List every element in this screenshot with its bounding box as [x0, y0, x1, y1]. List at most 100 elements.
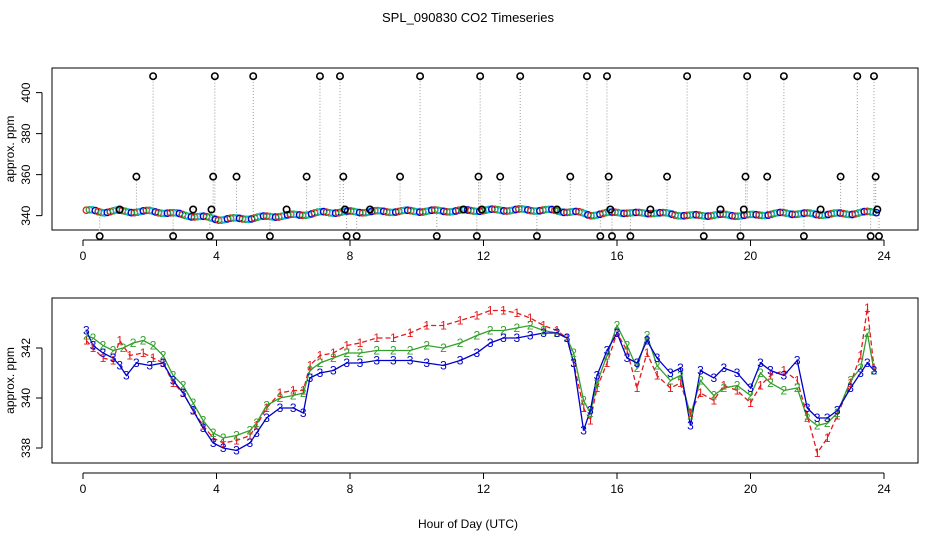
series-marker-1: 1: [847, 376, 854, 390]
y-tick-label: 340: [19, 388, 33, 408]
series-marker-2: 2: [487, 324, 494, 338]
series-marker-1: 1: [857, 349, 864, 363]
outlier-point: [169, 232, 178, 241]
outlier-point: [302, 172, 311, 181]
series-marker-1: 1: [110, 354, 117, 368]
series-marker-2: 2: [554, 326, 561, 340]
series-marker-3: 3: [614, 326, 621, 340]
series-marker-3: 3: [697, 364, 704, 378]
series-marker-2: 2: [697, 374, 704, 388]
series-marker-1: 1: [300, 384, 307, 398]
series-marker-2: 2: [767, 376, 774, 390]
series-marker-1: 1: [126, 349, 133, 363]
series-marker-1: 1: [570, 356, 577, 370]
series-marker-1: 1: [373, 331, 380, 345]
series-marker-2: 2: [253, 416, 260, 430]
outlier-point: [739, 205, 748, 214]
outlier-point: [335, 72, 344, 81]
y-tick-label: 338: [19, 438, 33, 458]
series-marker-3: 3: [677, 361, 684, 375]
series-marker-3: 3: [277, 401, 284, 415]
series-marker-1: 1: [210, 431, 217, 445]
series-marker-2: 2: [220, 431, 227, 445]
outlier-point: [779, 72, 788, 81]
outlier-point: [132, 172, 141, 181]
outlier-point: [716, 205, 725, 214]
series-marker-1: 1: [624, 344, 631, 358]
series-marker-1: 1: [697, 386, 704, 400]
series-marker-2: 2: [834, 406, 841, 420]
series-marker-3: 3: [804, 401, 811, 415]
outlier-point: [596, 232, 605, 241]
series-marker-1: 1: [540, 319, 547, 333]
outlier-point: [699, 232, 708, 241]
x-tick-label: 4: [213, 249, 220, 263]
series-marker-3: 3: [794, 354, 801, 368]
series-marker-3: 3: [200, 421, 207, 435]
series-marker-2: 2: [634, 361, 641, 375]
series-marker-3: 3: [263, 411, 270, 425]
series-marker-3: 3: [300, 406, 307, 420]
plot-frame: [51, 67, 919, 231]
outlier-point: [516, 72, 525, 81]
series-marker-1: 1: [190, 404, 197, 418]
series-marker-1: 1: [220, 436, 227, 450]
series-marker-2: 2: [150, 339, 157, 353]
series-marker-1: 1: [564, 331, 571, 345]
series-marker-3: 3: [871, 364, 878, 378]
outlier-point: [115, 205, 124, 214]
series-marker-2: 2: [757, 366, 764, 380]
series-marker-3: 3: [857, 366, 864, 380]
series-marker-3: 3: [123, 369, 130, 383]
y-axis-label: approx. ppm: [3, 116, 17, 183]
series-marker-3: 3: [290, 401, 297, 415]
series-marker-2: 2: [190, 396, 197, 410]
series-marker-3: 3: [343, 356, 350, 370]
series-marker-2: 2: [734, 379, 741, 393]
series-marker-2: 2: [233, 429, 240, 443]
y-tick-label: 342: [19, 338, 33, 358]
x-tick-label: 20: [744, 249, 758, 263]
outlier-point: [339, 172, 348, 181]
series-marker-1: 1: [667, 381, 674, 395]
series-marker-3: 3: [687, 419, 694, 433]
series-marker-1: 1: [83, 334, 90, 348]
x-tick-label: 12: [477, 482, 491, 496]
series-marker-1: 1: [814, 446, 821, 460]
series-marker-3: 3: [624, 351, 631, 365]
outlier-point: [532, 232, 541, 241]
series-marker-1: 1: [263, 401, 270, 415]
x-tick-label: 4: [213, 482, 220, 496]
x-tick-label: 0: [80, 482, 87, 496]
series-marker-2: 2: [594, 376, 601, 390]
series-marker-1: 1: [317, 349, 324, 363]
series-marker-3: 3: [824, 411, 831, 425]
outlier-point: [869, 72, 878, 81]
outlier-point: [873, 205, 882, 214]
series-marker-2: 2: [527, 319, 534, 333]
outlier-point: [683, 72, 692, 81]
outlier-point: [352, 232, 361, 241]
outlier-point: [763, 172, 772, 181]
series-marker-3: 3: [317, 366, 324, 380]
outlier-point: [741, 172, 750, 181]
series-marker-2: 2: [300, 386, 307, 400]
series-marker-1: 1: [834, 409, 841, 423]
series-marker-3: 3: [110, 351, 117, 365]
series-marker-3: 3: [190, 404, 197, 418]
series-marker-1: 1: [720, 379, 727, 393]
series-marker-2: 2: [687, 409, 694, 423]
series-marker-2: 2: [200, 414, 207, 428]
series-marker-2: 2: [604, 349, 611, 363]
series-marker-3: 3: [210, 436, 217, 450]
series-marker-3: 3: [580, 424, 587, 438]
outlier-point: [249, 72, 258, 81]
series-marker-1: 1: [390, 331, 397, 345]
series-marker-3: 3: [220, 441, 227, 455]
series-marker-2: 2: [614, 319, 621, 333]
series-marker-2: 2: [317, 356, 324, 370]
x-tick-label: 0: [80, 249, 87, 263]
series-marker-3: 3: [487, 336, 494, 350]
series-marker-3: 3: [734, 366, 741, 380]
series-marker-1: 1: [710, 394, 717, 408]
